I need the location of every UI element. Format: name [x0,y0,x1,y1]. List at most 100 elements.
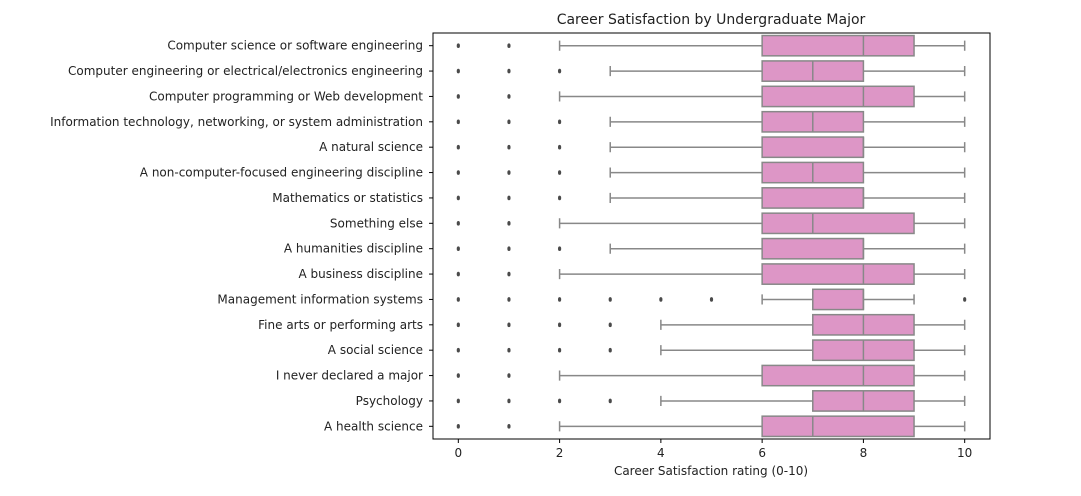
box [761,34,915,57]
x-tick-label: 8 [860,446,868,460]
outlier-point [456,119,460,125]
outlier-point [608,347,612,353]
outlier-point [456,68,460,74]
outlier-point [507,398,511,404]
outlier-point [456,271,460,277]
outlier-point [557,398,562,404]
box [812,288,865,311]
outlier-point [456,424,460,429]
box [761,364,915,387]
outlier-point [507,322,511,328]
outlier-point [507,94,511,99]
category-label: A humanities discipline [284,242,423,256]
outlier-point [456,195,460,201]
x-axis-label: Career Satisfaction rating (0-10) [614,464,808,478]
outlier-point [557,246,562,251]
outlier-point [507,297,511,302]
outlier-point [659,297,663,302]
outlier-point [456,94,460,99]
category-label: Information technology, networking, or s… [50,115,423,129]
x-tick-label: 10 [957,446,972,460]
box-group [456,110,966,133]
plot-frame [432,32,991,440]
outlier-point [456,144,460,150]
outlier-point [507,195,511,201]
outlier-point [608,322,612,328]
box-group [456,263,966,285]
category-label: A health science [324,419,423,433]
category-label: A business discipline [298,267,423,281]
outlier-point [557,68,562,74]
outlier-point [507,221,511,226]
outlier-point [557,297,562,302]
x-tick-label: 0 [454,446,462,460]
outlier-point [557,144,562,150]
outlier-point [507,68,511,74]
outlier-point [456,43,460,48]
outlier-point [456,297,460,302]
outlier-point [507,170,511,175]
category-label: Computer programming or Web development [149,89,423,103]
box [761,415,915,438]
outlier-point [557,119,562,125]
box-group [456,313,966,336]
category-label: Fine arts or performing arts [258,318,423,332]
category-label: Management information systems [217,292,423,306]
outlier-point [507,373,511,378]
outlier-point [456,246,460,251]
outlier-point [507,424,511,429]
box-group [456,136,966,159]
box-group [456,187,966,209]
outlier-point [557,195,562,201]
box-group [456,339,966,362]
category-label: Computer engineering or electrical/elect… [68,64,423,78]
outlier-point [456,373,460,378]
outlier-point [456,322,460,328]
box-group [456,390,966,412]
outlier-point [507,347,511,353]
category-label: I never declared a major [276,369,423,383]
boxes-layer [456,34,967,438]
outlier-point [456,170,460,175]
outlier-point [507,144,511,150]
x-tick-label: 2 [556,446,564,460]
box [761,263,915,285]
box-group [456,415,966,438]
outlier-point [456,221,460,226]
x-tick-label: 4 [657,446,665,460]
category-label: Psychology [356,394,423,408]
box [761,187,865,209]
box-group [456,212,966,235]
outlier-point [456,347,460,353]
category-label: A non-computer-focused engineering disci… [140,166,423,180]
outlier-point [507,119,511,125]
chart-title: Career Satisfaction by Undergraduate Maj… [557,12,866,28]
box [761,212,915,235]
x-axis: 0 2 4 6 8 10 [454,439,972,460]
box-group [456,85,966,108]
outlier-point [963,297,967,302]
outlier-point [608,398,612,404]
box-group [456,60,966,82]
outlier-point [608,297,612,302]
category-label: A social science [328,343,423,357]
outlier-point [557,347,562,353]
category-label: Mathematics or statistics [272,191,423,205]
box [761,136,865,159]
box-group [456,161,966,184]
outlier-point [507,246,511,251]
category-label: A natural science [319,140,423,154]
outlier-point [507,271,511,277]
outlier-point [557,322,562,328]
category-label: Computer science or software engineering [167,39,423,53]
outlier-point [709,297,714,302]
box-group [456,364,966,387]
box-group [456,237,966,260]
outlier-point [557,170,562,175]
box [761,237,865,260]
box-group [456,34,966,57]
category-label: Something else [330,216,423,230]
outlier-point [507,43,511,48]
